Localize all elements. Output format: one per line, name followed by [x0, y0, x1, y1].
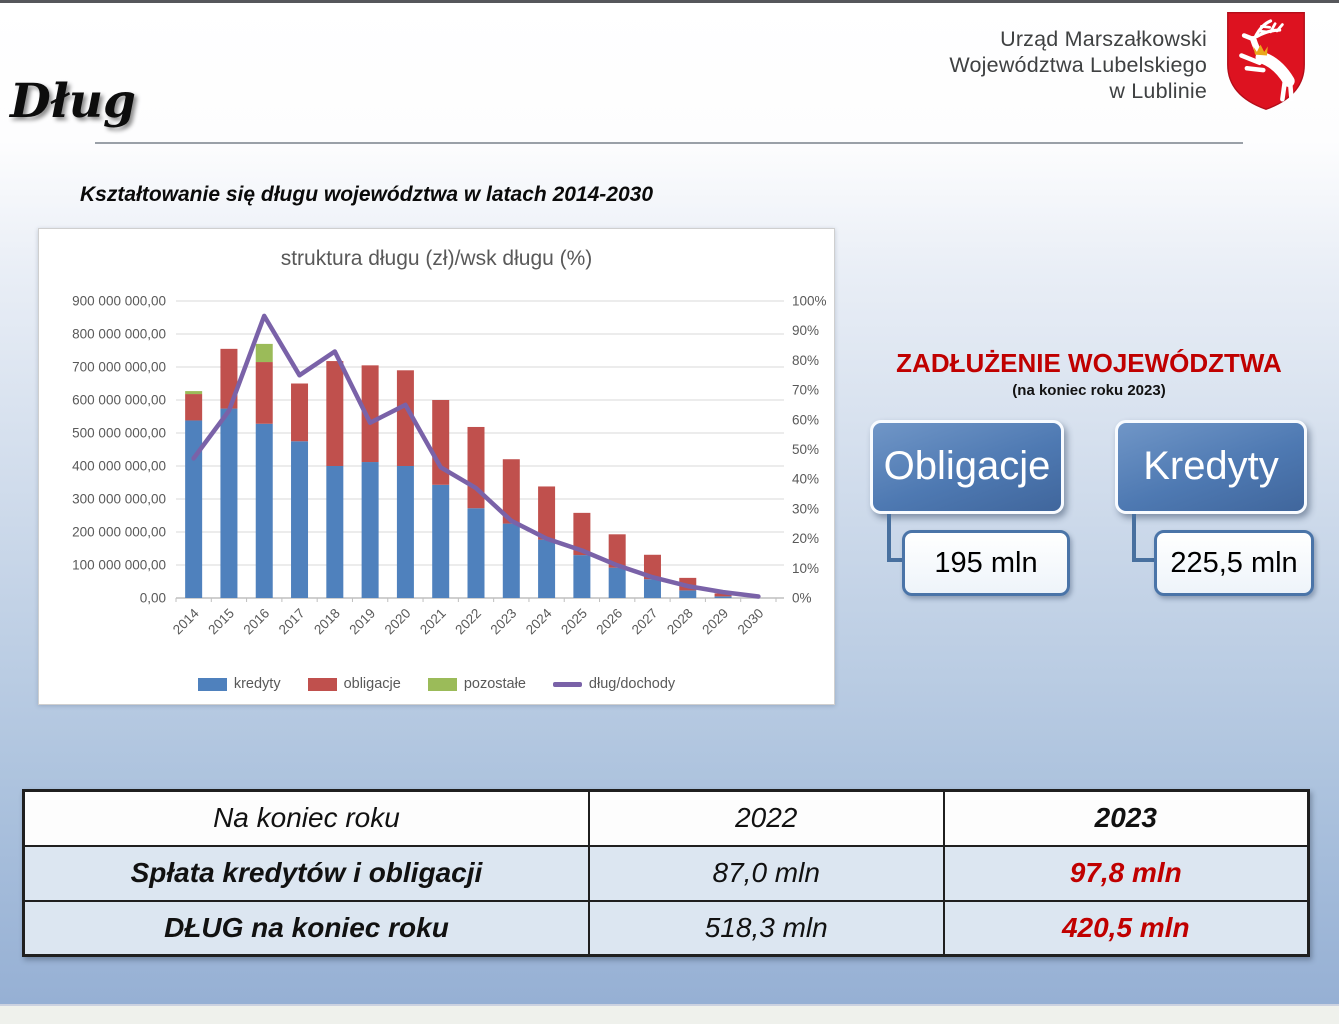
svg-text:300 000 000,00: 300 000 000,00	[72, 492, 166, 507]
obligacje-box: Obligacje	[870, 420, 1064, 514]
legend-item-kredyty: kredyty	[197, 676, 281, 692]
crown	[1253, 44, 1268, 56]
dlug-2023: 420,5 mln	[942, 899, 1310, 957]
chart-panel: struktura długu (zł)/wsk długu (%) 900 0…	[38, 228, 835, 705]
legend-item-pozostale: pozostałe	[427, 676, 526, 692]
svg-text:500 000 000,00: 500 000 000,00	[72, 426, 166, 441]
svg-text:60%: 60%	[792, 412, 819, 427]
chart-legend: kredyty obligacje pozostałe dług/dochody	[39, 676, 834, 692]
svg-text:2024: 2024	[523, 605, 555, 637]
obligacje-value-box: 195 mln	[902, 530, 1070, 596]
svg-text:2015: 2015	[205, 606, 237, 638]
svg-text:20%: 20%	[792, 531, 819, 546]
obligacje-connector	[887, 514, 903, 562]
svg-text:2027: 2027	[629, 606, 661, 638]
svg-text:0,00: 0,00	[140, 591, 166, 606]
organization-name: Urząd Marszałkowski Województwa Lubelski…	[949, 26, 1207, 104]
svg-text:80%: 80%	[792, 353, 819, 368]
legend-item-obligacje: obligacje	[307, 676, 401, 692]
obligacje-swatch-icon	[307, 677, 337, 691]
svg-text:50%: 50%	[792, 442, 819, 457]
svg-text:70%: 70%	[792, 383, 819, 398]
svg-text:2020: 2020	[382, 606, 414, 638]
svg-text:2025: 2025	[558, 606, 590, 638]
svg-text:900 000 000,00: 900 000 000,00	[72, 294, 166, 309]
table-header-row: Na koniec roku 2022 2023	[22, 789, 1310, 847]
header-label: Na koniec roku	[22, 789, 590, 847]
chart-title: struktura długu (zł)/wsk długu (%)	[280, 247, 593, 270]
row-label: Spłata kredytów i obligacji	[22, 844, 590, 902]
svg-text:2028: 2028	[664, 606, 696, 638]
header-2022: 2022	[587, 789, 945, 847]
svg-text:400 000 000,00: 400 000 000,00	[72, 459, 166, 474]
svg-text:2023: 2023	[488, 606, 520, 638]
svg-text:2022: 2022	[452, 606, 484, 638]
svg-text:2021: 2021	[417, 606, 449, 638]
svg-text:2029: 2029	[699, 606, 731, 638]
legend-label: obligacje	[343, 676, 401, 692]
row-label: DŁUG na koniec roku	[22, 899, 590, 957]
svg-text:2014: 2014	[170, 605, 202, 637]
org-line-1: Urząd Marszałkowski	[1000, 27, 1207, 51]
summary-table: Na koniec roku 2022 2023 Spłata kredytów…	[22, 789, 1310, 957]
svg-text:0%: 0%	[792, 591, 812, 606]
debt-heading: ZADŁUŻENIE WOJEWÓDZTWA	[896, 348, 1282, 378]
coat-of-arms-icon	[1227, 12, 1305, 110]
kredyty-value-box: 225,5 mln	[1154, 530, 1314, 596]
dlug-dochody-line-swatch-icon	[552, 681, 582, 687]
legend-item-dlug-dochody: dług/dochody	[552, 676, 676, 692]
kredyty-box: Kredyty	[1115, 420, 1307, 514]
svg-text:800 000 000,00: 800 000 000,00	[72, 327, 166, 342]
svg-text:10%: 10%	[792, 561, 819, 576]
page-title: Dług	[10, 74, 136, 129]
debt-subheading: (na koniec roku 2023)	[1012, 382, 1166, 399]
splata-2022: 87,0 mln	[587, 844, 945, 902]
slide-subtitle: Kształtowanie się długu województwa w la…	[80, 183, 653, 206]
svg-text:40%: 40%	[792, 472, 819, 487]
svg-text:600 000 000,00: 600 000 000,00	[72, 393, 166, 408]
legend-label: pozostałe	[463, 676, 526, 692]
svg-text:700 000 000,00: 700 000 000,00	[72, 360, 166, 375]
svg-text:2030: 2030	[735, 606, 767, 638]
svg-text:2019: 2019	[346, 606, 378, 638]
debt-summary-panel: ZADŁUŻENIE WOJEWÓDZTWA (na koniec roku 2…	[858, 348, 1320, 608]
svg-text:100%: 100%	[792, 294, 827, 309]
svg-text:200 000 000,00: 200 000 000,00	[72, 525, 166, 540]
dlug-2022: 518,3 mln	[587, 899, 945, 957]
svg-text:30%: 30%	[792, 501, 819, 516]
title-divider	[95, 142, 1243, 144]
window-top-edge	[0, 0, 1339, 3]
svg-text:2017: 2017	[276, 606, 308, 638]
svg-text:2016: 2016	[241, 606, 273, 638]
svg-text:90%: 90%	[792, 323, 819, 338]
svg-text:100 000 000,00: 100 000 000,00	[72, 558, 166, 573]
svg-text:2018: 2018	[311, 606, 343, 638]
chart-canvas: 900 000 000,00 800 000 000,00 700 000 000,…	[72, 294, 827, 638]
org-line-3: w Lublinie	[1109, 79, 1207, 103]
table-row-dlug: DŁUG na koniec roku 518,3 mln 420,5 mln	[22, 899, 1310, 957]
org-line-2: Województwa Lubelskiego	[949, 53, 1207, 77]
header-2023: 2023	[942, 789, 1310, 847]
table-row-splata: Spłata kredytów i obligacji 87,0 mln 97,…	[22, 844, 1310, 902]
svg-text:2026: 2026	[593, 606, 625, 638]
kredyty-swatch-icon	[197, 677, 227, 691]
legend-label: kredyty	[233, 676, 281, 692]
kredyty-connector	[1132, 514, 1155, 562]
pozostale-swatch-icon	[427, 677, 457, 691]
legend-label: dług/dochody	[588, 676, 676, 692]
splata-2023: 97,8 mln	[942, 844, 1310, 902]
